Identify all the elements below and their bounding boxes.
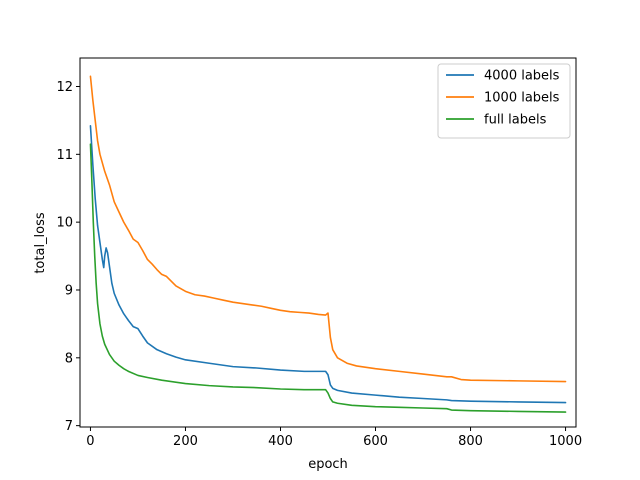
x-axis: 0 200 400 600 800 1000 — [86, 427, 582, 449]
x-tick-label: 400 — [268, 434, 293, 449]
legend-label-0: 4000 labels — [484, 69, 560, 84]
y-tick-label: 12 — [56, 80, 73, 95]
x-tick-label: 800 — [458, 434, 483, 449]
y-axis: 7 8 9 10 11 12 — [56, 80, 80, 434]
legend-label-1: 1000 labels — [484, 91, 560, 106]
y-tick-label: 10 — [56, 216, 73, 231]
y-tick-label: 7 — [65, 419, 73, 434]
x-tick-label: 1000 — [549, 434, 582, 449]
legend-label-2: full labels — [484, 113, 547, 128]
y-tick-label: 9 — [65, 283, 73, 298]
legend: 4000 labels 1000 labels full labels — [437, 63, 571, 139]
y-axis-label: total_loss — [33, 212, 48, 274]
x-tick-label: 600 — [363, 434, 388, 449]
y-tick-label: 8 — [65, 351, 73, 366]
x-tick-label: 0 — [86, 434, 94, 449]
x-tick-label: 200 — [173, 434, 198, 449]
plot-frame — [79, 57, 577, 428]
plot-lines — [89, 75, 567, 413]
y-tick-label: 11 — [56, 148, 73, 163]
series-line-1 — [89, 75, 567, 383]
x-axis-label: epoch — [308, 457, 348, 472]
series-line-2 — [89, 143, 567, 413]
series-line-0 — [89, 125, 567, 404]
